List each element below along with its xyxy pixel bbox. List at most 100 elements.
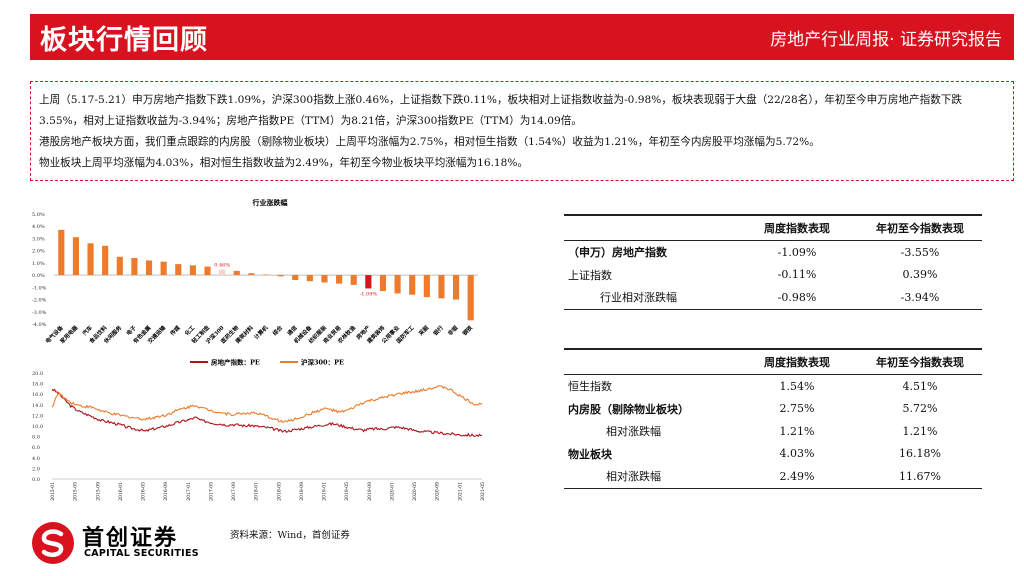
column-header: 年初至今指数表现 [858,215,982,241]
category-label: 传媒 [168,323,182,337]
bar [306,275,313,282]
x-tick-label: 2019-09 [367,482,373,501]
table-row: 相对涨跌幅 1.21% 1.21% [564,420,982,443]
bar [145,260,153,276]
cell-value: 2.75% [779,402,815,416]
x-tick-label: 2018-09 [299,482,305,501]
x-tick-label: 2017-01 [186,482,192,501]
header-bar: 板块行情回顾 房地产行业周报· 证券研究报告 [30,14,1014,60]
category-label: 综合 [271,323,285,337]
bar [160,261,167,276]
bar [350,275,357,285]
bar [233,270,240,276]
column-header: 周度指数表现 [736,215,858,241]
logo-english-name: CAPITAL SECURITIES [84,548,199,559]
cell-value: 4.51% [902,379,938,393]
bar [175,264,182,276]
bar [248,273,255,276]
series-line [51,388,483,438]
table-row: （申万）房地产指数 -1.09% -3.55% [564,241,982,264]
row-label: 物业板块 [568,447,612,461]
y-tick-label: 4.0% [32,224,45,230]
column-header: 周度指数表现 [736,349,858,375]
x-tick-label: 2018-05 [276,482,282,501]
column-header [564,349,736,375]
table-row: 相对涨跌幅 2.49% 11.67% [564,465,982,489]
series-line [51,385,483,424]
table-row: 上证指数 -0.11% 0.39% [564,264,982,287]
cell-value: -3.94% [858,286,982,310]
bar [292,275,299,280]
bar [131,258,138,276]
cell-value: -0.98% [736,286,858,310]
x-tick-label: 2017-05 [208,482,214,501]
cell-value: 4.03% [779,447,815,461]
y-tick-label: 2.0% [32,249,45,255]
cell-value: 11.67% [858,465,982,489]
x-tick-label: 2020-01 [389,482,395,501]
y-tick-label: 0.0% [32,273,45,279]
table-row: 内房股（剔除物业板块） 2.75% 5.72% [564,398,982,421]
cell-value: 1.21% [779,424,815,438]
cell-value: 0.39% [902,268,938,282]
bar [452,275,460,300]
y-tick-label: -1.0% [32,285,47,291]
y-tick-label: 16.0 [32,392,43,398]
row-label: 相对涨跌幅 [564,465,736,489]
y-tick-label: 20.0 [32,371,43,377]
pe-line-chart: 房地产指数：PE 沪深300：PE 20.0 18.0 16.0 14.0 12.0 10.0… [32,358,486,501]
y-tick-label: 6.0 [32,445,40,451]
cell-value: -3.55% [900,245,940,259]
bar [72,237,80,276]
row-label: 相对涨跌幅 [606,425,661,439]
bar [116,256,123,276]
y-tick-label: 12.0 [32,413,43,419]
bar [102,245,109,276]
bar [204,266,211,276]
cell-value: -0.11% [777,268,817,282]
x-tick-label: 2016-01 [118,482,124,501]
summary-paragraph: 港股房地产板块方面，我们重点跟踪的内房股（剔除物业板块）上周平均涨幅为2.75%… [39,136,820,148]
column-header: 年初至今指数表现 [858,349,982,375]
legend-label: 房地产指数：PE [211,358,260,367]
bar [409,275,416,295]
row-label: 行业相对涨跌幅 [564,286,736,310]
y-tick-label: 10.0 [32,424,43,430]
category-label: 银行 [431,323,445,337]
y-tick-label: 4.0 [32,456,40,462]
x-tick-label: 2019-05 [344,482,350,501]
table-header-row: 周度指数表现 年初至今指数表现 [564,349,982,375]
chart-title: 行业涨跌幅 [252,198,288,207]
legend-label: 沪深300：PE [301,358,344,367]
summary-paragraph: 物业板块上周平均涨幅为4.03%，相对恒生指数收益为2.49%，年初至今物业板块… [39,157,529,169]
x-tick-label: 2015-01 [50,482,56,501]
company-logo: 首创证券 CAPITAL SECURITIES [30,520,220,566]
table-header-row: 周度指数表现 年初至今指数表现 [564,215,982,241]
category-label: 采掘 [416,323,430,337]
report-subtitle: 房地产行业周报· 证券研究报告 [770,30,1002,50]
x-tick-label: 2021-05 [480,482,486,501]
table-row: 物业板块 4.03% 16.18% [564,443,982,466]
data-label: 0.46% [214,262,230,268]
y-tick-label: 2.0 [32,466,40,472]
index-performance-table: 周度指数表现 年初至今指数表现 （申万）房地产指数 -1.09% -3.55% … [564,214,982,310]
bar [277,275,284,277]
cell-value: 5.72% [902,402,938,416]
category-label: 钢铁 [461,323,475,337]
y-tick-label: -4.0% [32,322,47,328]
y-tick-label: -2.0% [32,298,47,304]
row-label: 恒生指数 [568,380,612,394]
x-tick-label: 2019-01 [322,482,328,501]
industry-change-bar-chart: 行业涨跌幅 5.0% 4.0% 3.0% 2.0% 1.0% 0.0% -1.0% -2.0% -… [32,198,478,346]
bar [423,275,430,298]
page-title: 板块行情回顾 [40,25,208,56]
y-tick-label: 3.0% [32,236,45,242]
table-row: 行业相对涨跌幅 -0.98% -3.94% [564,286,982,310]
cell-value: 16.18% [899,447,941,461]
bar [467,275,474,321]
y-tick-label: 5.0% [32,212,45,218]
bar [58,229,65,276]
cell-value: 1.21% [902,424,938,438]
cell-value: 1.54% [779,379,815,393]
y-tick-label: 14.0 [32,403,43,409]
